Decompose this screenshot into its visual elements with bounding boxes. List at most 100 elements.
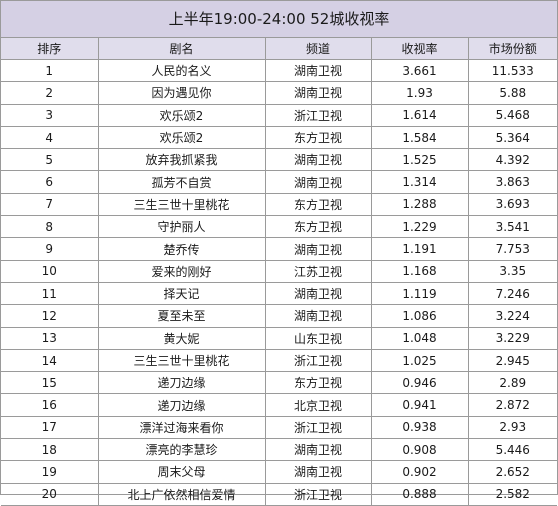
cell-rank: 13 bbox=[1, 326, 99, 350]
table-row: 16 递刀边缘 北京卫视 0.941 2.872 bbox=[1, 393, 557, 417]
cell-rating: 0.908 bbox=[370, 438, 469, 462]
cell-share: 2.89 bbox=[467, 371, 557, 395]
cell-share: 3.693 bbox=[467, 192, 557, 217]
table-row: 1 人民的名义 湖南卫视 3.661 11.533 bbox=[1, 58, 557, 83]
header-row: 排序 剧名 频道 收视率 市场份额 bbox=[1, 38, 557, 60]
cell-rating: 0.888 bbox=[370, 482, 469, 506]
cell-name: 三生三世十里桃花 bbox=[97, 348, 266, 373]
cell-rank: 11 bbox=[1, 281, 99, 306]
cell-rank: 16 bbox=[1, 393, 99, 417]
cell-channel: 东方卫视 bbox=[264, 215, 372, 239]
cell-share: 3.541 bbox=[467, 215, 557, 239]
cell-rank: 15 bbox=[1, 371, 99, 395]
cell-channel: 江苏卫视 bbox=[264, 259, 372, 283]
cell-channel: 湖南卫视 bbox=[264, 81, 372, 105]
table-row: 8 守护丽人 东方卫视 1.229 3.541 bbox=[1, 215, 557, 239]
cell-channel: 湖南卫视 bbox=[264, 304, 372, 328]
cell-channel: 山东卫视 bbox=[264, 326, 372, 350]
cell-channel: 浙江卫视 bbox=[264, 348, 372, 373]
cell-rank: 8 bbox=[1, 215, 99, 239]
cell-share: 5.468 bbox=[467, 103, 557, 127]
column-header-name: 剧名 bbox=[97, 38, 266, 60]
cell-share: 2.872 bbox=[467, 393, 557, 417]
cell-rating: 1.288 bbox=[370, 192, 469, 217]
cell-rating: 0.938 bbox=[370, 415, 469, 440]
cell-share: 11.533 bbox=[467, 58, 557, 83]
cell-rating: 1.584 bbox=[370, 125, 469, 150]
cell-rank: 9 bbox=[1, 237, 99, 261]
cell-channel: 东方卫视 bbox=[264, 371, 372, 395]
cell-rating: 0.902 bbox=[370, 460, 469, 484]
cell-share: 4.392 bbox=[467, 148, 557, 172]
cell-rank: 4 bbox=[1, 125, 99, 150]
cell-name: 递刀边缘 bbox=[97, 393, 266, 417]
cell-share: 7.246 bbox=[467, 281, 557, 306]
cell-rating: 1.314 bbox=[370, 170, 469, 194]
cell-channel: 东方卫视 bbox=[264, 125, 372, 150]
cell-rating: 3.661 bbox=[370, 58, 469, 83]
cell-share: 2.582 bbox=[467, 482, 557, 506]
cell-name: 三生三世十里桃花 bbox=[97, 192, 266, 217]
cell-name: 放弃我抓紧我 bbox=[97, 148, 266, 172]
cell-name: 夏至未至 bbox=[97, 304, 266, 328]
cell-rating: 1.229 bbox=[370, 215, 469, 239]
cell-rating: 0.941 bbox=[370, 393, 469, 417]
table-row: 20 北上广依然相信爱情 浙江卫视 0.888 2.582 bbox=[1, 482, 557, 506]
cell-share: 3.35 bbox=[467, 259, 557, 283]
cell-name: 北上广依然相信爱情 bbox=[97, 482, 266, 506]
table-row: 17 漂洋过海来看你 浙江卫视 0.938 2.93 bbox=[1, 415, 557, 440]
cell-rank: 14 bbox=[1, 348, 99, 373]
cell-share: 2.93 bbox=[467, 415, 557, 440]
table-row: 2 因为遇见你 湖南卫视 1.93 5.88 bbox=[1, 81, 557, 105]
cell-channel: 湖南卫视 bbox=[264, 281, 372, 306]
cell-name: 择天记 bbox=[97, 281, 266, 306]
table-row: 14 三生三世十里桃花 浙江卫视 1.025 2.945 bbox=[1, 348, 557, 373]
cell-name: 欢乐颂2 bbox=[97, 125, 266, 150]
cell-channel: 东方卫视 bbox=[264, 192, 372, 217]
cell-rank: 10 bbox=[1, 259, 99, 283]
cell-share: 5.88 bbox=[467, 81, 557, 105]
table-row: 18 漂亮的李慧珍 湖南卫视 0.908 5.446 bbox=[1, 438, 557, 462]
table-row: 5 放弃我抓紧我 湖南卫视 1.525 4.392 bbox=[1, 148, 557, 172]
column-header-share: 市场份额 bbox=[467, 38, 557, 60]
cell-rank: 20 bbox=[1, 482, 99, 506]
cell-name: 楚乔传 bbox=[97, 237, 266, 261]
cell-share: 2.652 bbox=[467, 460, 557, 484]
cell-name: 因为遇见你 bbox=[97, 81, 266, 105]
cell-name: 漂亮的李慧珍 bbox=[97, 438, 266, 462]
cell-rating: 1.614 bbox=[370, 103, 469, 127]
cell-name: 爱来的刚好 bbox=[97, 259, 266, 283]
cell-channel: 湖南卫视 bbox=[264, 148, 372, 172]
cell-rank: 12 bbox=[1, 304, 99, 328]
cell-channel: 湖南卫视 bbox=[264, 170, 372, 194]
ratings-table: 排序 剧名 频道 收视率 市场份额 1 人民的名义 湖南卫视 3.661 11.533 2… bbox=[1, 38, 557, 506]
cell-rank: 1 bbox=[1, 58, 99, 83]
table-row: 6 孤芳不自赏 湖南卫视 1.314 3.863 bbox=[1, 170, 557, 194]
cell-share: 5.364 bbox=[467, 125, 557, 150]
cell-name: 人民的名义 bbox=[97, 58, 266, 83]
table-row: 10 爱来的刚好 江苏卫视 1.168 3.35 bbox=[1, 259, 557, 283]
cell-channel: 浙江卫视 bbox=[264, 103, 372, 127]
cell-name: 欢乐颂2 bbox=[97, 103, 266, 127]
cell-share: 2.945 bbox=[467, 348, 557, 373]
cell-rating: 1.191 bbox=[370, 237, 469, 261]
cell-channel: 湖南卫视 bbox=[264, 438, 372, 462]
table-row: 9 楚乔传 湖南卫视 1.191 7.753 bbox=[1, 237, 557, 261]
cell-channel: 湖南卫视 bbox=[264, 460, 372, 484]
cell-rating: 1.025 bbox=[370, 348, 469, 373]
cell-rating: 1.048 bbox=[370, 326, 469, 350]
column-header-channel: 频道 bbox=[264, 38, 372, 60]
cell-rank: 3 bbox=[1, 103, 99, 127]
table-title: 上半年19:00-24:00 52城收视率 bbox=[1, 1, 557, 38]
cell-rating: 1.93 bbox=[370, 81, 469, 105]
cell-channel: 北京卫视 bbox=[264, 393, 372, 417]
cell-name: 守护丽人 bbox=[97, 215, 266, 239]
cell-share: 5.446 bbox=[467, 438, 557, 462]
table-row: 19 周末父母 湖南卫视 0.902 2.652 bbox=[1, 460, 557, 484]
table-row: 4 欢乐颂2 东方卫视 1.584 5.364 bbox=[1, 125, 557, 150]
cell-share: 3.224 bbox=[467, 304, 557, 328]
cell-rank: 18 bbox=[1, 438, 99, 462]
table-row: 13 黄大妮 山东卫视 1.048 3.229 bbox=[1, 326, 557, 350]
cell-name: 漂洋过海来看你 bbox=[97, 415, 266, 440]
